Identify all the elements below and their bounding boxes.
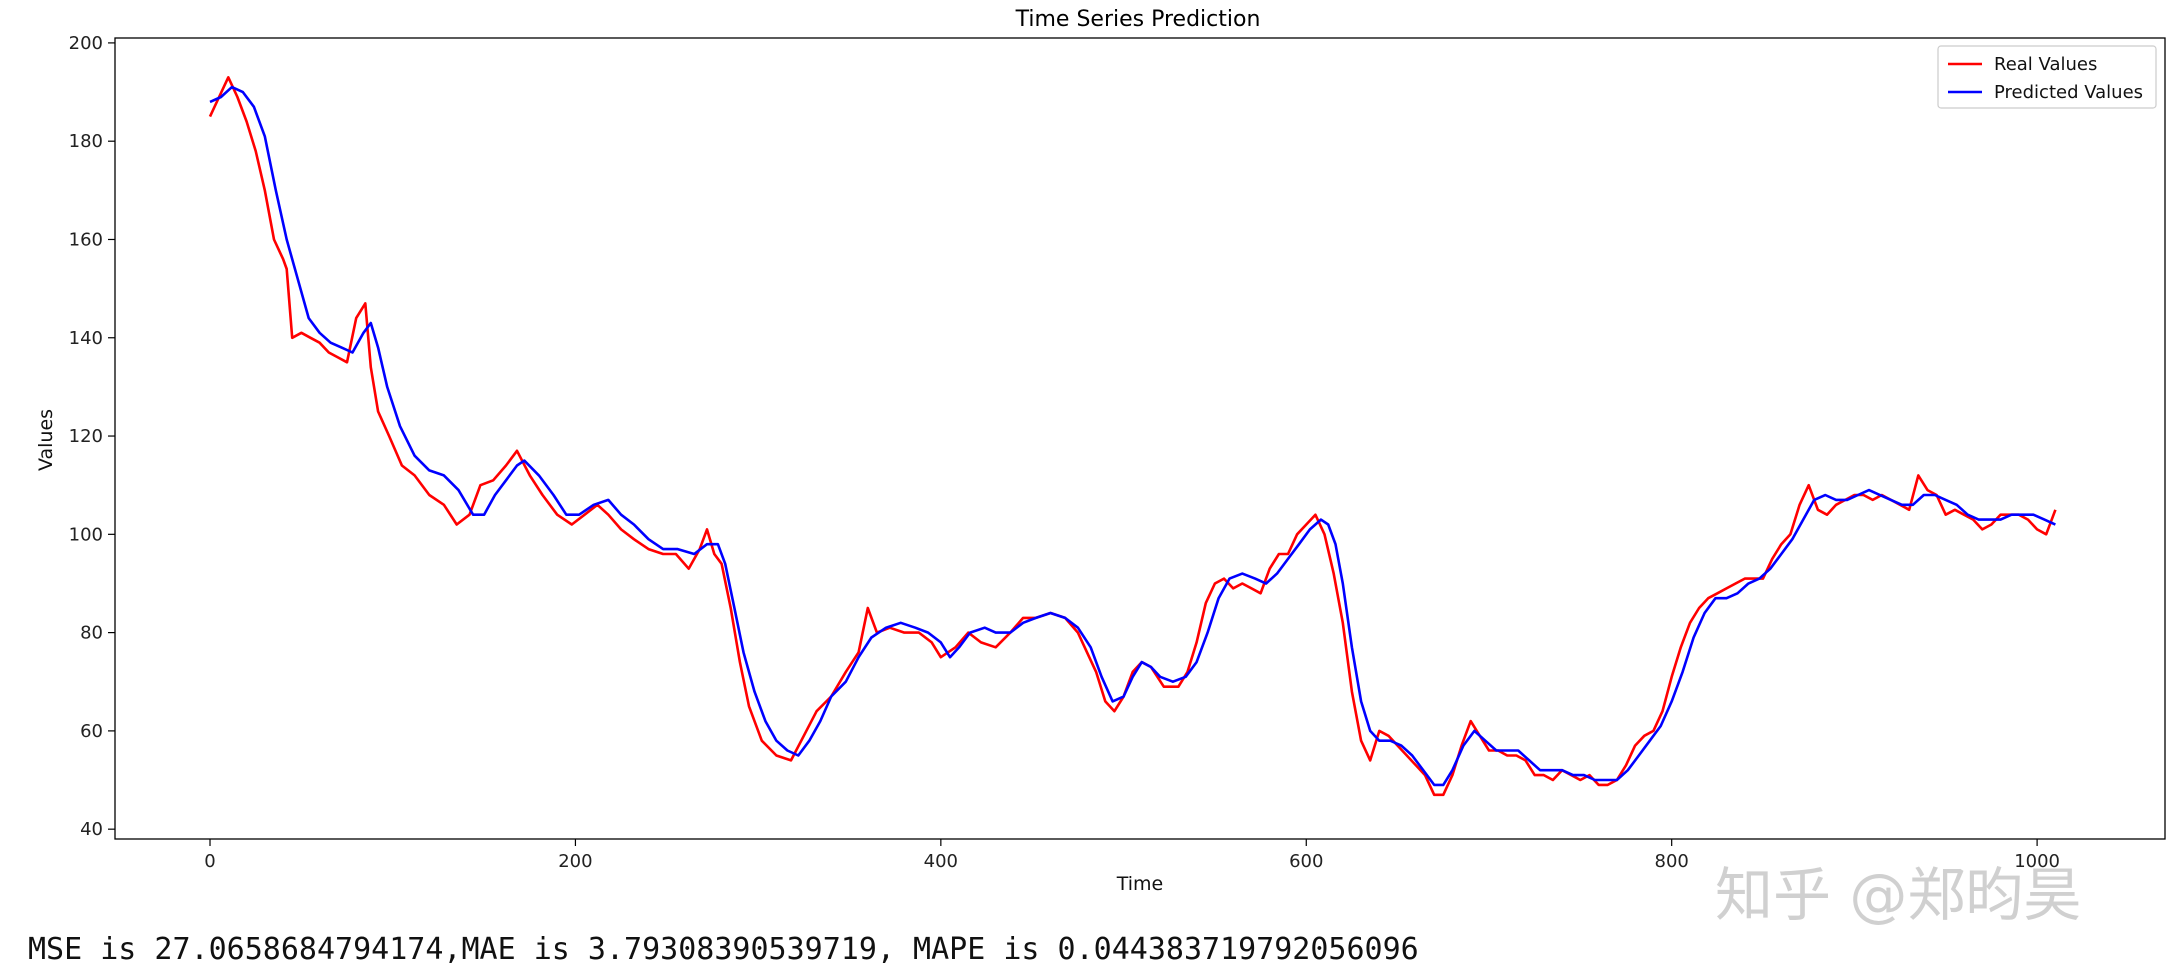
x-tick-label: 400 — [924, 851, 958, 872]
x-tick-label: 200 — [558, 851, 592, 872]
legend: Real Values Predicted Values — [1937, 45, 2157, 109]
legend-label: Real Values — [1994, 54, 2097, 75]
chart-title: Time Series Prediction — [1015, 7, 1261, 32]
y-tick-label: 140 — [69, 328, 103, 349]
y-tick-label: 40 — [80, 819, 103, 840]
metrics-output: MSE is 27.0658684794174,MAE is 3.7930839… — [28, 932, 1419, 967]
y-tick-label: 80 — [80, 623, 103, 644]
y-tick-label: 160 — [69, 229, 103, 250]
y-axis-label: Values — [35, 409, 57, 471]
x-axis-ticks: 0 200 400 600 800 1000 — [204, 839, 2060, 872]
y-axis-ticks: 40 60 80 100 120 140 160 180 200 — [69, 33, 115, 840]
x-tick-label: 600 — [1289, 851, 1323, 872]
plot-area — [114, 37, 2166, 840]
x-axis-label: Time — [1116, 873, 1164, 895]
y-tick-label: 120 — [69, 426, 103, 447]
legend-label: Predicted Values — [1994, 82, 2143, 103]
series-line-1 — [209, 85, 2056, 787]
series-layer — [208, 76, 2057, 797]
x-tick-label: 0 — [204, 851, 215, 872]
y-tick-label: 180 — [69, 131, 103, 152]
watermark-text: 知乎 @郑昀昊 — [1715, 861, 2082, 929]
y-tick-label: 60 — [80, 721, 103, 742]
series-line-0 — [208, 76, 2057, 797]
x-tick-label: 1000 — [2014, 851, 2060, 872]
y-tick-label: 200 — [69, 33, 103, 54]
x-tick-label: 800 — [1655, 851, 1689, 872]
y-tick-label: 100 — [69, 524, 103, 545]
legend-box — [1937, 45, 2157, 109]
time-series-chart: Time Series Prediction 0 200 400 600 800 1000… — [35, 7, 2166, 895]
